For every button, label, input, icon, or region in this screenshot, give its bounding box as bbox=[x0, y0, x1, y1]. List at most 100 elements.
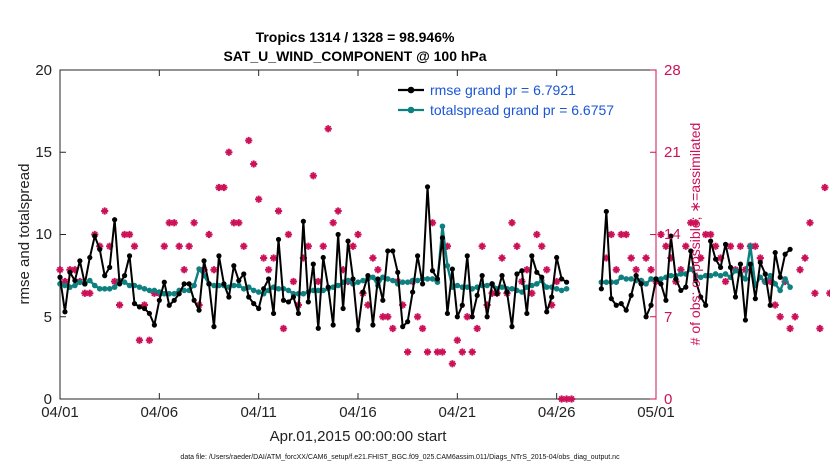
rmse-point bbox=[330, 322, 336, 328]
obs-point bbox=[329, 219, 337, 227]
totalspread-point bbox=[717, 272, 724, 279]
rmse-point bbox=[554, 254, 560, 261]
obs-point bbox=[170, 219, 178, 227]
x-tick-label-3: 04/16 bbox=[339, 404, 377, 421]
obs-point bbox=[533, 230, 541, 239]
totalspread-point bbox=[91, 282, 98, 289]
obs-point bbox=[448, 360, 456, 368]
rmse-point bbox=[762, 271, 768, 277]
rmse-point bbox=[186, 281, 192, 287]
x-tick-label-2: 04/11 bbox=[240, 404, 276, 421]
data-file-note: data file: /Users/raeder/DAI/ATM_forcXX/… bbox=[180, 454, 620, 461]
totalspread-point bbox=[385, 276, 391, 282]
rmse-point bbox=[107, 264, 113, 270]
rmse-point bbox=[375, 276, 381, 282]
legend-spread-label: totalspread grand pr = 6.6757 bbox=[430, 102, 614, 118]
rmse-point bbox=[464, 253, 470, 259]
rmse-point bbox=[340, 305, 346, 312]
obs-point bbox=[791, 313, 799, 321]
rmse-point bbox=[732, 294, 739, 300]
y-tick-label-3: 15 bbox=[35, 144, 52, 161]
obs-point bbox=[205, 230, 213, 239]
obs-point bbox=[622, 230, 630, 239]
totalspread-point bbox=[678, 271, 684, 277]
rmse-point bbox=[618, 300, 624, 307]
obs-point bbox=[632, 266, 640, 274]
rmse-point bbox=[82, 281, 88, 287]
rmse-point bbox=[544, 309, 550, 315]
rmse-point bbox=[444, 310, 450, 317]
rmse-point bbox=[251, 300, 257, 307]
totalspread-point bbox=[191, 282, 197, 289]
rmse-point bbox=[136, 304, 143, 310]
rmse-point bbox=[469, 314, 475, 320]
obs-point bbox=[274, 207, 283, 215]
rmse-point bbox=[713, 256, 719, 262]
obs-point bbox=[81, 289, 89, 297]
obs-point bbox=[369, 254, 377, 262]
chart-title: Tropics 1314 / 1328 = 98.946% bbox=[256, 29, 455, 45]
rmse-point bbox=[693, 277, 699, 284]
totalspread-point bbox=[722, 271, 729, 277]
rmse-point bbox=[648, 302, 654, 308]
totalspread-point bbox=[767, 272, 774, 279]
rmse-point bbox=[280, 297, 287, 303]
rmse-point bbox=[429, 268, 436, 274]
obs-point bbox=[125, 230, 134, 239]
series-rmse bbox=[57, 184, 793, 333]
rmse-point bbox=[121, 273, 128, 279]
legend-spread-marker bbox=[407, 106, 415, 114]
rmse-point bbox=[598, 286, 604, 292]
rmse-point bbox=[454, 314, 460, 320]
totalspread-point bbox=[181, 287, 187, 294]
rmse-point bbox=[424, 184, 431, 190]
rmse-point bbox=[524, 310, 530, 317]
y2-tick-label-4: 28 bbox=[664, 62, 681, 79]
rmse-point bbox=[92, 233, 98, 239]
rmse-point bbox=[434, 276, 441, 282]
obs-point bbox=[175, 242, 183, 250]
totalspread-point bbox=[772, 281, 778, 287]
rmse-point bbox=[72, 277, 78, 284]
rmse-point bbox=[514, 271, 520, 277]
totalspread-point bbox=[787, 284, 793, 290]
totalspread-point bbox=[499, 284, 505, 290]
totalspread-point bbox=[275, 285, 282, 292]
obs-point bbox=[508, 219, 516, 227]
rmse-point bbox=[400, 324, 406, 330]
rmse-point bbox=[703, 302, 709, 308]
rmse-point bbox=[747, 261, 753, 267]
totalspread-point bbox=[126, 282, 133, 289]
obs-point bbox=[692, 219, 700, 227]
rmse-point bbox=[87, 254, 93, 261]
rmse-point bbox=[345, 238, 351, 244]
rmse-point bbox=[683, 284, 689, 290]
totalspread-point bbox=[121, 279, 128, 286]
obs-point bbox=[160, 242, 168, 250]
rmse-point bbox=[519, 268, 525, 274]
x-tick-label-6: 05/01 bbox=[637, 404, 675, 421]
rmse-point bbox=[131, 300, 138, 307]
obs-point bbox=[662, 242, 670, 250]
rmse-point bbox=[608, 296, 614, 302]
totalspread-point bbox=[146, 287, 153, 294]
totalspread-point bbox=[424, 276, 431, 282]
obs-point bbox=[235, 219, 243, 227]
totalspread-point bbox=[360, 277, 366, 284]
obs-point bbox=[86, 289, 94, 297]
obs-point bbox=[116, 301, 124, 309]
totalspread-point bbox=[742, 276, 749, 282]
rmse-point bbox=[97, 246, 103, 252]
rmse-point bbox=[603, 208, 609, 215]
obs-point bbox=[726, 242, 735, 250]
obs-point bbox=[101, 207, 109, 215]
obs-point bbox=[265, 266, 273, 274]
rmse-point bbox=[355, 327, 361, 333]
rmse-point bbox=[295, 310, 301, 317]
obs-point bbox=[210, 266, 218, 274]
obs-point bbox=[220, 183, 228, 192]
totalspread-point bbox=[777, 287, 783, 294]
totalspread-point bbox=[389, 277, 396, 284]
x-tick-label-1: 04/06 bbox=[141, 404, 179, 421]
obs-point bbox=[354, 230, 362, 239]
